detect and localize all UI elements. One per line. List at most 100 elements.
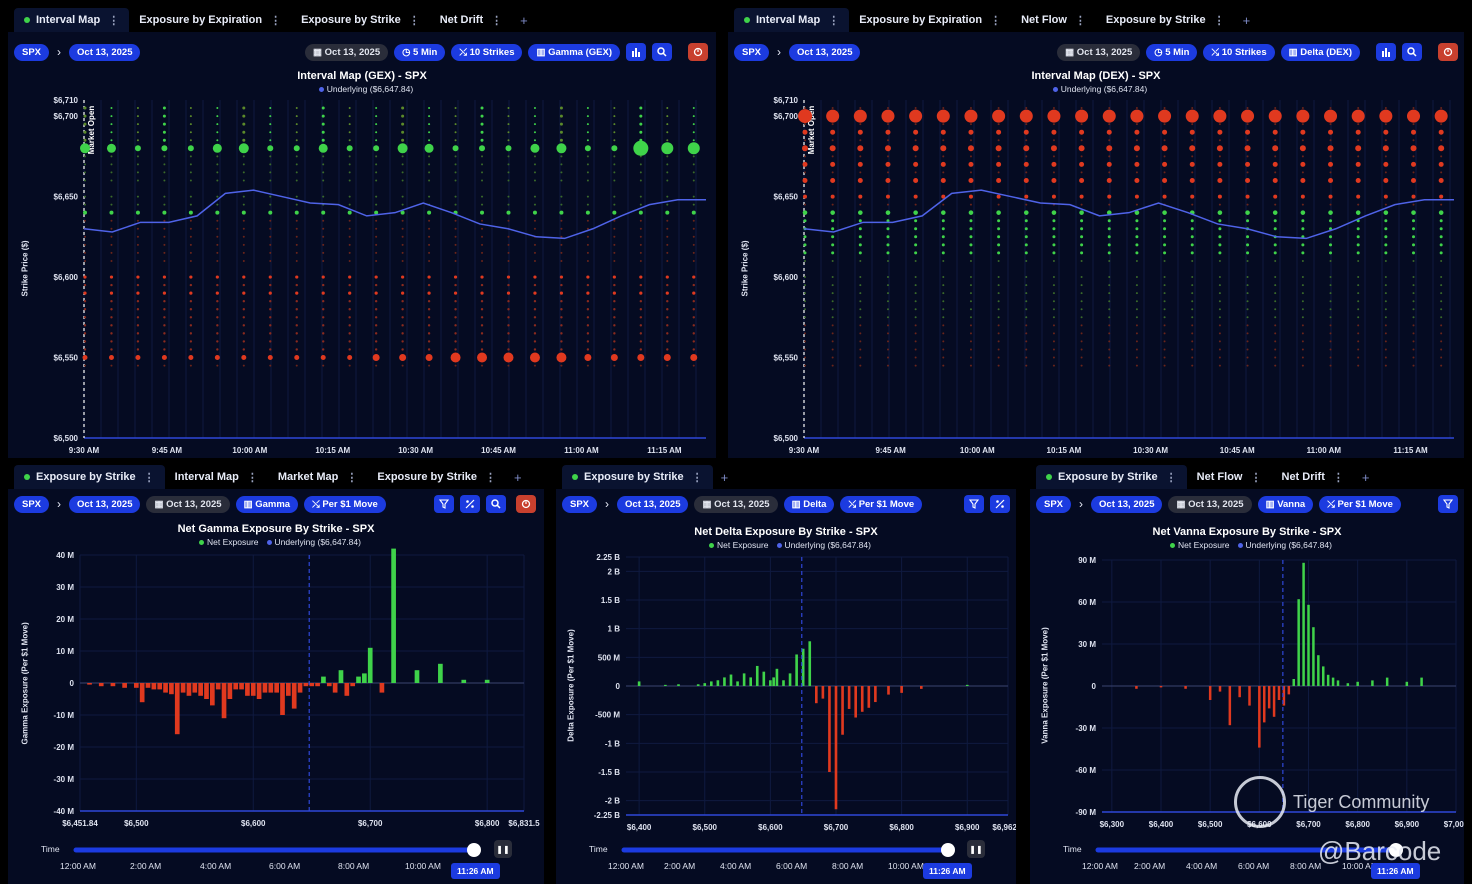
- bubble-marker: [375, 163, 378, 166]
- symbol-pill[interactable]: SPX: [1036, 495, 1072, 513]
- bubble-marker: [188, 210, 193, 215]
- tab-exposure-by-expiration[interactable]: Exposure by Expiration ⋮: [129, 8, 291, 32]
- more-icon[interactable]: ⋮: [491, 14, 503, 27]
- tab-exposure-by-strike-2[interactable]: Exposure by Strike ⋮: [367, 465, 506, 489]
- tab-net-flow[interactable]: Net Flow ⋮: [1011, 8, 1096, 32]
- bubble-marker: [163, 283, 166, 287]
- bubble-marker: [110, 155, 113, 158]
- zoom-icon[interactable]: [486, 495, 506, 513]
- tab-exposure-by-strike[interactable]: Exposure by Strike ⋮: [291, 8, 430, 32]
- symbol-pill[interactable]: SPX: [562, 495, 598, 513]
- more-icon[interactable]: ⋮: [1332, 471, 1344, 484]
- tab-net-flow[interactable]: Net Flow ⋮: [1187, 465, 1272, 489]
- interval-pill[interactable]: ◷ 5 Min: [1146, 43, 1198, 61]
- zoom-icon[interactable]: [652, 43, 672, 61]
- add-tab-icon[interactable]: +: [514, 469, 522, 485]
- per-move-pill[interactable]: ⤯ Per $1 Move: [304, 495, 386, 513]
- symbol-pill[interactable]: SPX: [734, 43, 770, 61]
- bubble-marker: [1023, 129, 1029, 135]
- bubble-marker: [454, 203, 457, 206]
- tab-interval-map[interactable]: Interval Map ⋮: [14, 8, 130, 32]
- reset-icon[interactable]: [688, 43, 708, 61]
- date-pill[interactable]: Oct 13, 2025: [1091, 495, 1163, 513]
- strikes-pill[interactable]: ⤯ 10 Strikes: [1203, 43, 1275, 61]
- bubble-marker: [1135, 123, 1138, 126]
- reset-icon[interactable]: [1438, 43, 1458, 61]
- symbol-pill[interactable]: SPX: [14, 43, 50, 61]
- more-icon[interactable]: ⋮: [485, 471, 497, 484]
- tab-market-map[interactable]: Market Map ⋮: [268, 465, 368, 489]
- bubble-marker: [216, 155, 219, 158]
- calendar-pill[interactable]: ▦ Oct 13, 2025: [305, 43, 389, 61]
- tab-interval-map[interactable]: Interval Map ⋮: [165, 465, 268, 489]
- y-tick-label: 1.5 B: [601, 596, 620, 605]
- bubble-marker: [1411, 177, 1417, 183]
- zoom-icon[interactable]: [1402, 43, 1422, 61]
- tab-net-drift[interactable]: Net Drift ⋮: [1272, 465, 1354, 489]
- more-icon[interactable]: ⋮: [246, 471, 258, 484]
- add-tab-icon[interactable]: +: [520, 12, 528, 28]
- chart-type-icon[interactable]: [626, 43, 646, 61]
- pause-button[interactable]: ❚❚: [967, 840, 985, 858]
- more-icon[interactable]: ⋮: [990, 14, 1002, 27]
- interval-pill[interactable]: ◷ 5 Min: [394, 43, 446, 61]
- percent-icon[interactable]: [460, 495, 480, 513]
- add-tab-icon[interactable]: +: [1361, 469, 1370, 485]
- filter-icon[interactable]: [964, 495, 984, 513]
- tab-exposure-by-expiration[interactable]: Exposure by Expiration ⋮: [849, 8, 1011, 32]
- pause-button[interactable]: ❚❚: [494, 840, 512, 858]
- add-tab-icon[interactable]: +: [1242, 12, 1251, 28]
- tab-exposure-by-strike[interactable]: Exposure by Strike ⋮: [562, 465, 713, 489]
- more-icon[interactable]: ⋮: [1213, 14, 1225, 27]
- calendar-pill[interactable]: ▦ Oct 13, 2025: [1057, 43, 1141, 61]
- bubble-marker: [831, 139, 834, 142]
- date-pill[interactable]: Oct 13, 2025: [789, 43, 861, 61]
- x-tick-label: $6,831.5: [508, 819, 540, 828]
- filter-icon[interactable]: [1438, 495, 1458, 513]
- chart-type-icon[interactable]: [1376, 43, 1396, 61]
- filter-icon[interactable]: [434, 495, 454, 513]
- metric-pill[interactable]: ▥ Gamma: [235, 495, 299, 513]
- metric-pill[interactable]: ▥ Vanna: [1257, 495, 1314, 513]
- more-icon[interactable]: ⋮: [1165, 471, 1177, 484]
- x-tick-label: $6,500: [693, 823, 718, 832]
- date-pill[interactable]: Oct 13, 2025: [69, 495, 141, 513]
- symbol-pill[interactable]: SPX: [14, 495, 50, 513]
- bubble-marker: [481, 251, 484, 254]
- tab-exposure-by-strike[interactable]: Exposure by Strike ⋮: [1036, 465, 1187, 489]
- bubble-marker: [1246, 155, 1249, 158]
- metric-pill[interactable]: ▥ Delta: [783, 495, 835, 513]
- more-icon[interactable]: ⋮: [108, 14, 120, 27]
- date-pill[interactable]: Oct 13, 2025: [69, 43, 141, 61]
- calendar-pill[interactable]: ▦ Oct 13, 2025: [146, 495, 230, 513]
- more-icon[interactable]: ⋮: [270, 14, 282, 27]
- tab-exposure-by-strike[interactable]: Exposure by Strike ⋮: [1096, 8, 1235, 32]
- more-icon[interactable]: ⋮: [1074, 14, 1086, 27]
- add-tab-icon[interactable]: +: [720, 469, 729, 485]
- bubble-marker: [1163, 324, 1166, 327]
- metric-pill[interactable]: ▥ Delta (DEX): [1280, 43, 1360, 61]
- reset-icon[interactable]: [516, 495, 536, 513]
- more-icon[interactable]: ⋮: [828, 14, 840, 27]
- more-icon[interactable]: ⋮: [408, 14, 420, 27]
- per-move-pill[interactable]: ⤯ Per $1 Move: [1319, 495, 1401, 513]
- bar: [356, 676, 361, 683]
- tab-interval-map[interactable]: Interval Map ⋮: [734, 8, 850, 32]
- per-move-pill[interactable]: ⤯ Per $1 Move: [840, 495, 923, 513]
- more-icon[interactable]: ⋮: [143, 471, 155, 484]
- metric-pill[interactable]: ▥ Gamma (GEX): [528, 43, 620, 61]
- bubble-marker: [242, 332, 246, 335]
- tab-net-drift[interactable]: Net Drift ⋮: [430, 8, 512, 32]
- more-icon[interactable]: ⋮: [346, 471, 358, 484]
- strikes-pill[interactable]: ⤯ 10 Strikes: [451, 43, 523, 61]
- calendar-pill[interactable]: ▦ Oct 13, 2025: [694, 495, 778, 513]
- more-icon[interactable]: ⋮: [1250, 471, 1262, 484]
- percent-icon[interactable]: [990, 495, 1010, 513]
- bubble-marker: [295, 195, 298, 198]
- more-icon[interactable]: ⋮: [691, 471, 703, 484]
- calendar-pill[interactable]: ▦ Oct 13, 2025: [1168, 495, 1252, 513]
- tab-exposure-by-strike[interactable]: Exposure by Strike ⋮: [14, 465, 165, 489]
- bubble-marker: [1301, 123, 1304, 126]
- bubble-marker: [348, 227, 351, 230]
- date-pill[interactable]: Oct 13, 2025: [617, 495, 689, 513]
